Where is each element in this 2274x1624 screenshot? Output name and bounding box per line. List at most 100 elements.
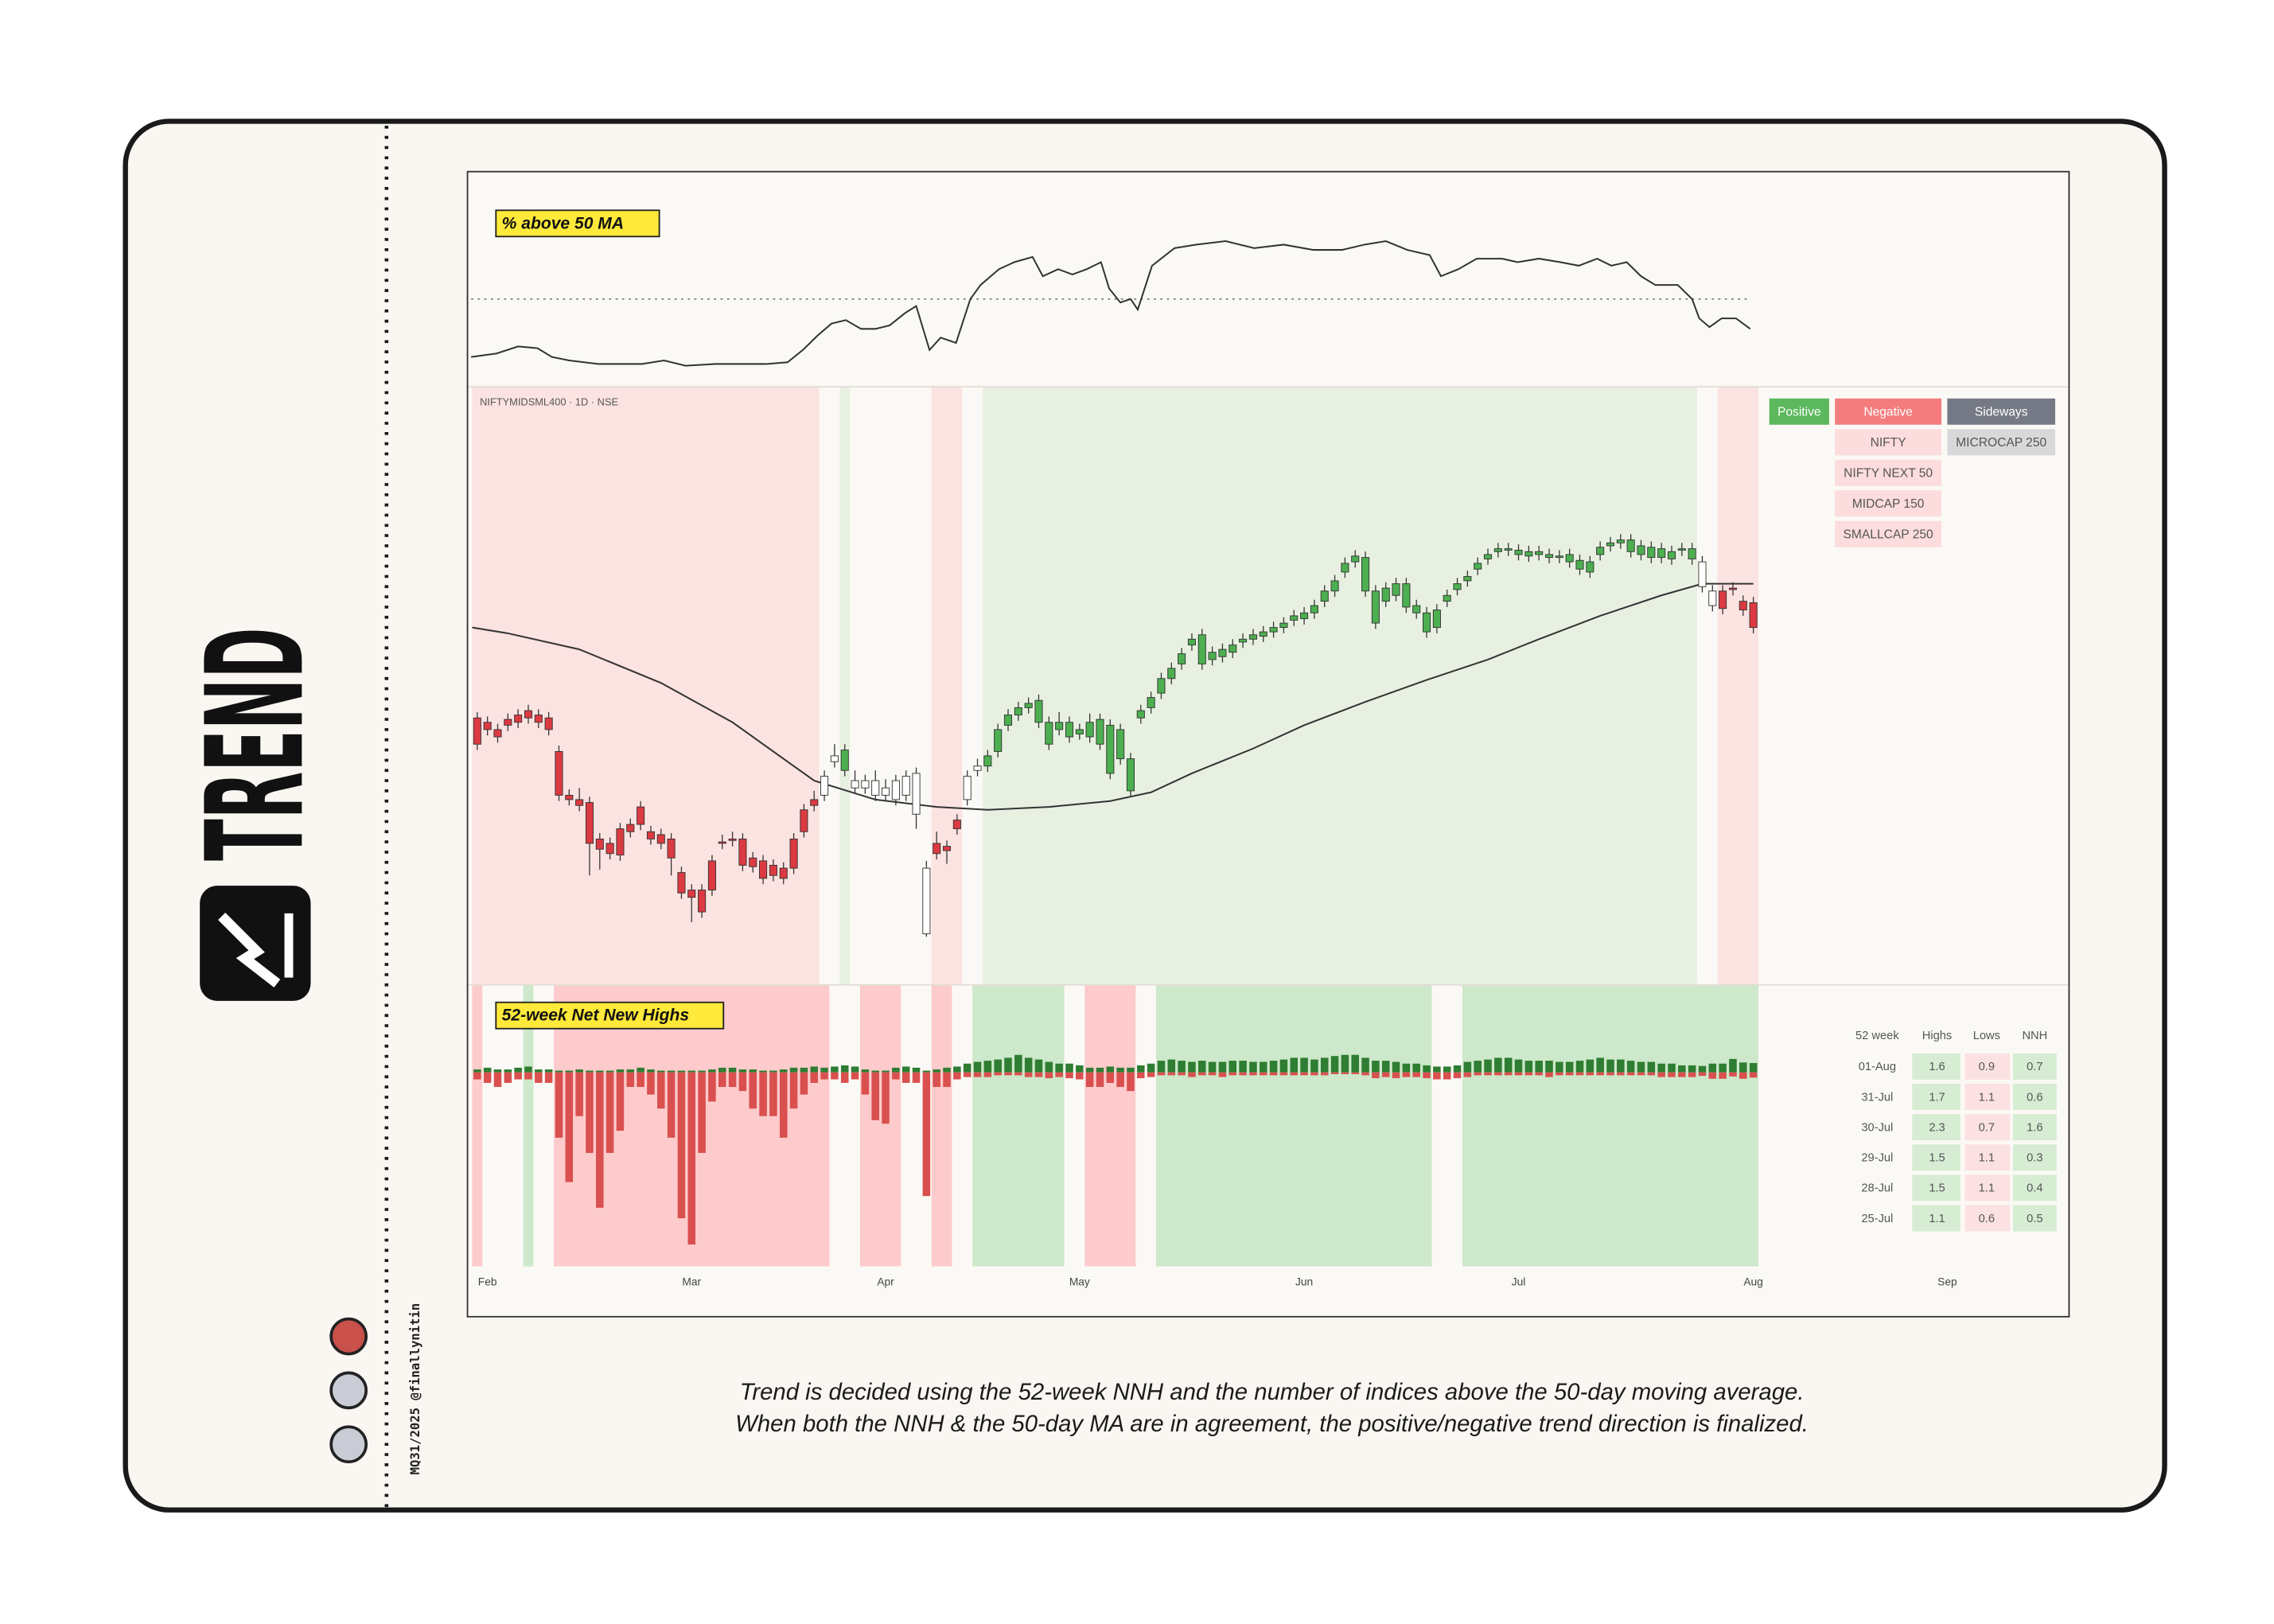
nnh-bar [575,1072,583,1116]
nnh-bar [1178,1072,1186,1076]
candle-body [1739,601,1747,611]
nnh-bar [1188,1061,1196,1073]
nnh-bar [1351,1072,1359,1074]
table-cell [1964,1084,2011,1111]
nnh-bar [1361,1057,1369,1073]
trend-header: Positive [1778,405,1821,419]
candle-body [524,710,533,719]
nnh-bar [1617,1059,1625,1073]
candle-body [963,776,972,800]
nnh-bar [1412,1072,1420,1077]
nnh-bar [983,1061,992,1073]
table-cell-text: 25-Jul [1861,1213,1893,1225]
nnh-bar [616,1072,625,1131]
candle-body [483,722,492,730]
nnh-bar [1269,1072,1278,1076]
table-cell [1912,1144,1961,1171]
candle-body [1453,583,1462,590]
candle-body [1330,580,1339,592]
candle-body [1698,561,1707,587]
candle-body [1483,554,1493,559]
nnh-bar [637,1072,644,1088]
nnh-bar [1729,1058,1737,1073]
nnh-bar [831,1072,839,1080]
trend-band [859,984,901,1267]
nnh-bar [1678,1072,1686,1077]
candle-body [942,846,952,851]
nnh-bar [871,1070,879,1073]
nnh-bar [861,1072,870,1095]
table-cell-text: 0.3 [2027,1152,2042,1165]
candle-body [1443,594,1451,602]
nnh-bar [1300,1072,1308,1076]
nnh-bar [963,1072,972,1077]
trend-cell-text: NIFTY NEXT 50 [1844,466,1933,480]
candle-body [1504,548,1513,551]
nnh-bar [483,1072,492,1083]
nnh-bar [922,1070,931,1073]
table-cell [1964,1053,2011,1080]
nnh-bar [667,1072,676,1138]
nnh-bar [1514,1059,1523,1073]
candle-body [840,750,849,771]
candle-body [677,872,686,894]
nnh-bar [1208,1072,1217,1076]
nnh-bar [1330,1072,1339,1074]
candle-body [1371,590,1380,624]
nnh-bar [851,1066,859,1073]
logo-text: TREND [177,628,333,861]
x-tick-label: Mar [682,1275,701,1287]
nnh-bar [871,1072,879,1120]
table-cell-text: 1.1 [1929,1213,1945,1225]
nnh-bar [738,1069,747,1073]
candle-body [504,719,512,726]
nnh-bar [555,1070,563,1073]
nnh-bar [963,1063,972,1073]
candle-body [1014,707,1022,716]
nnh-bar [586,1072,594,1153]
nnh-bar [1392,1061,1400,1073]
candle-body [1596,547,1605,555]
candle-body [1402,583,1411,608]
candle-body [1178,653,1186,664]
trend-band [1156,984,1432,1267]
nnh-bar [953,1066,961,1073]
nnh-bar [1617,1072,1625,1076]
table-cell-text: 1.1 [1979,1182,1995,1195]
candle-body [565,794,574,800]
nnh-bar [1586,1072,1595,1076]
nnh-bar [892,1067,900,1073]
table-cell [2012,1144,2057,1171]
nnh-bar [1198,1061,1206,1073]
nnh-bar [1412,1063,1420,1073]
nnh-bar [1178,1061,1186,1073]
candle-body [1034,699,1043,723]
nnh-bar [994,1072,1002,1076]
nnh-bar [1749,1072,1758,1078]
nnh-bar [1085,1067,1094,1073]
nnh-bar [738,1072,747,1092]
candle-body [637,806,645,825]
nnh-bar [1330,1056,1339,1073]
candle-body [667,838,676,859]
nnh-bar [1167,1059,1176,1073]
nnh-bar [1361,1072,1369,1076]
nnh-bar [1453,1065,1462,1073]
candle-body [1320,590,1329,602]
caption: Trend is decided using the 52-week NNH a… [740,1379,1805,1405]
candle-body [1106,724,1115,774]
nnh-bar [555,1072,563,1138]
nnh-bar [504,1069,512,1073]
table-cell [1912,1174,1961,1201]
nnh-bar [1647,1061,1656,1073]
candle-body [575,799,584,806]
nnh-bar [1320,1072,1329,1076]
candle-body [1341,563,1349,573]
candle-body [861,780,870,789]
nnh-bar [1657,1072,1665,1077]
nnh-bar [605,1070,614,1073]
table-cell-text: 1.6 [1929,1061,1945,1073]
trend-cell [1947,429,2056,456]
candle-body [1637,545,1645,555]
nnh-bar [565,1072,574,1182]
